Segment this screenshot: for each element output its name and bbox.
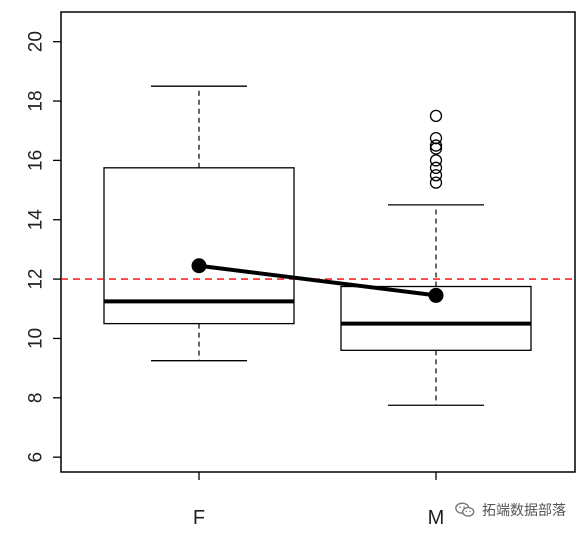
y-tick-label: 18 [26, 90, 47, 111]
mean-line [198, 263, 437, 298]
outlier-point [429, 176, 443, 189]
wechat-icon [455, 502, 475, 517]
outlier-point [429, 131, 443, 145]
y-tick-label: 14 [26, 209, 47, 231]
outlier-point [429, 109, 443, 123]
box-iqr [340, 285, 532, 351]
box-m [340, 109, 532, 406]
outlier-point [429, 161, 443, 174]
y-tick-label: 8 [26, 393, 47, 404]
box-iqr [103, 167, 295, 325]
box-f [103, 85, 295, 362]
mean-point [428, 287, 444, 303]
x-tick-label: M [428, 507, 445, 529]
x-tick-label: F [193, 507, 205, 529]
axes: 6 8 10 12 14 16 18 20 F M [26, 11, 576, 529]
y-tick-label: 20 [26, 31, 47, 52]
outlier-point [429, 169, 443, 182]
outlier-point [429, 139, 443, 152]
mean-point [191, 258, 207, 274]
plot-area [61, 85, 575, 406]
y-tick-label: 10 [26, 328, 47, 349]
watermark: 拓端数据部落 [454, 499, 566, 521]
watermark-text: 拓端数据部落 [482, 503, 566, 519]
y-tick-label: 12 [26, 269, 47, 290]
outlier-point [429, 154, 443, 167]
y-tick-label: 16 [26, 150, 47, 171]
y-tick-label: 6 [26, 452, 47, 463]
plot-frame [60, 11, 576, 473]
